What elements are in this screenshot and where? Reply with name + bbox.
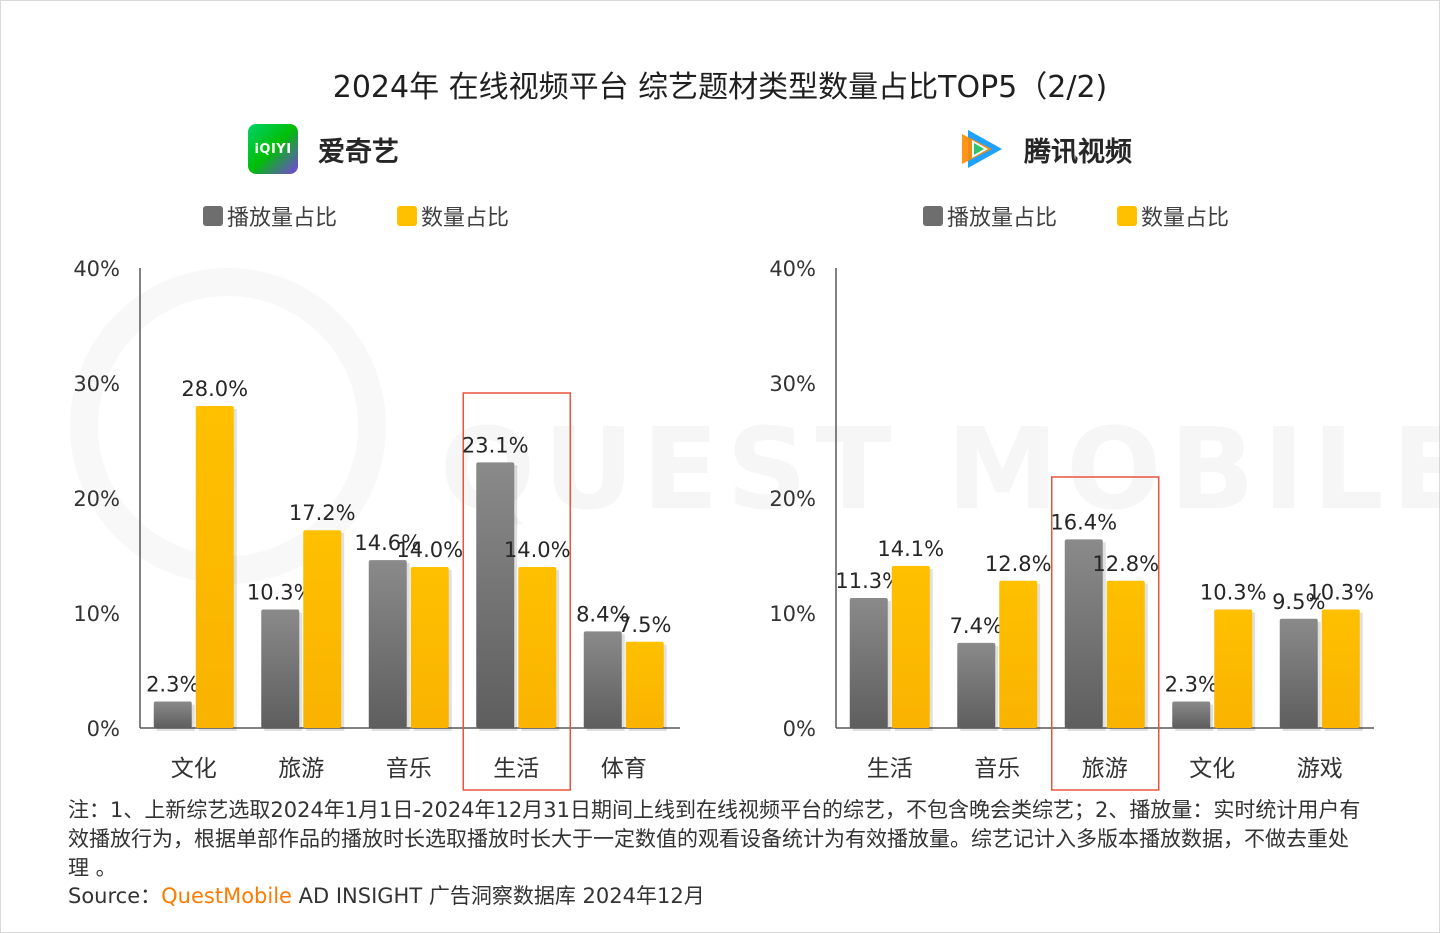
bar-count	[410, 567, 449, 728]
data-label: 14.0%	[396, 538, 463, 562]
bar-count	[1214, 609, 1253, 728]
legend-left: 播放量占比 数量占比	[203, 200, 509, 232]
bar-playback	[153, 701, 192, 728]
x-tick-label: 文化	[1189, 756, 1235, 782]
bar-count	[999, 580, 1038, 728]
y-tick-label: 20%	[73, 487, 120, 511]
x-tick-label: 旅游	[278, 756, 324, 782]
bar-count	[1106, 580, 1145, 728]
legend-item-playback: 播放量占比	[203, 200, 337, 232]
data-label: 14.6%	[354, 531, 421, 555]
legend-swatch-count	[397, 206, 418, 226]
chart-title: 2024年 在线视频平台 综艺题材类型数量占比TOP5（2/2)	[332, 70, 1108, 105]
y-tick-label: 10%	[769, 602, 816, 626]
legend-swatch-playback	[203, 206, 223, 226]
data-label: 12.8%	[1092, 552, 1159, 576]
bar-playback	[1279, 618, 1318, 728]
highlight-box	[1051, 476, 1160, 791]
source-brand: QuestMobile	[161, 884, 292, 908]
legend-item-count: 数量占比	[1117, 200, 1229, 232]
data-label: 9.5%	[1272, 590, 1325, 614]
data-label: 7.4%	[950, 614, 1003, 638]
bar-count	[195, 406, 234, 728]
tencent-video-logo-icon	[962, 130, 1002, 168]
data-label: 2.3%	[1165, 673, 1218, 697]
watermark: QUEST MOBILE	[440, 405, 1440, 535]
bar-count	[625, 641, 664, 728]
x-tick-label: 游戏	[1297, 756, 1343, 782]
x-tick-label: 旅游	[1082, 756, 1128, 782]
legend-swatch-count	[1117, 206, 1138, 226]
legend-item-playback: 播放量占比	[923, 200, 1057, 232]
iqiyi-name: 爱奇艺	[318, 136, 399, 168]
data-label: 10.3%	[1307, 581, 1374, 605]
source-suffix: AD INSIGHT 广告洞察数据库 2024年12月	[291, 884, 705, 908]
data-label: 10.3%	[247, 581, 314, 605]
data-label: 14.1%	[877, 537, 944, 561]
y-tick-label: 30%	[769, 372, 816, 396]
y-tick-label: 0%	[87, 717, 120, 741]
highlight-box	[462, 392, 571, 791]
legend-swatch-playback	[923, 206, 943, 226]
data-label: 23.1%	[462, 433, 529, 457]
bar-count	[891, 565, 930, 728]
data-label: 12.8%	[985, 552, 1052, 576]
bar-count	[518, 567, 557, 728]
legend-item-count: 数量占比	[397, 200, 509, 232]
y-tick-label: 20%	[769, 487, 816, 511]
y-tick-label: 30%	[73, 372, 120, 396]
data-label: 10.3%	[1200, 581, 1267, 605]
legend-right: 播放量占比 数量占比	[923, 200, 1229, 232]
legend-label-count: 数量占比	[421, 206, 510, 231]
data-label: 11.3%	[835, 569, 902, 593]
bar-count	[303, 530, 342, 728]
y-tick-label: 40%	[73, 257, 120, 281]
bar-count	[1321, 609, 1360, 728]
bar-playback	[368, 560, 407, 728]
data-label: 16.4%	[1050, 510, 1117, 534]
x-tick-label: 音乐	[974, 756, 1020, 782]
footnote: 注：1、上新综艺选取2024年1月1日-2024年12月31日期间上线到在线视频…	[68, 798, 1361, 880]
bar-playback	[957, 642, 996, 728]
bar-playback	[1172, 701, 1211, 728]
data-label: 17.2%	[289, 501, 356, 525]
source-prefix: Source：	[68, 884, 162, 908]
y-tick-label: 0%	[783, 717, 816, 741]
legend-label-playback: 播放量占比	[947, 206, 1058, 231]
legend-label-count: 数量占比	[1141, 206, 1230, 231]
tencent-name: 腾讯视频	[1024, 136, 1132, 168]
bar-playback	[583, 631, 622, 728]
x-tick-label: 生活	[867, 756, 913, 782]
bar-playback	[849, 598, 888, 728]
data-label: 28.0%	[181, 377, 248, 401]
iqiyi-logo-icon: iQIYI	[248, 124, 298, 174]
y-tick-label: 10%	[73, 602, 120, 626]
iqiyi-brand: iQIYI 爱奇艺	[248, 124, 399, 174]
bar-playback	[261, 609, 300, 728]
x-tick-label: 文化	[171, 756, 217, 782]
source-line: Source：QuestMobile AD INSIGHT 广告洞察数据库 20…	[68, 880, 705, 910]
x-tick-label: 音乐	[386, 756, 432, 782]
x-tick-label: 生活	[493, 756, 539, 782]
data-label: 7.5%	[618, 613, 671, 637]
legend-label-playback: 播放量占比	[227, 206, 338, 231]
data-label: 14.0%	[504, 538, 571, 562]
tencent-brand: 腾讯视频	[958, 124, 1132, 174]
bar-playback	[1064, 539, 1103, 728]
y-tick-label: 40%	[769, 257, 816, 281]
bar-playback	[476, 462, 515, 728]
data-label: 2.3%	[146, 673, 199, 697]
x-tick-label: 体育	[601, 756, 647, 782]
data-label: 8.4%	[576, 602, 629, 626]
